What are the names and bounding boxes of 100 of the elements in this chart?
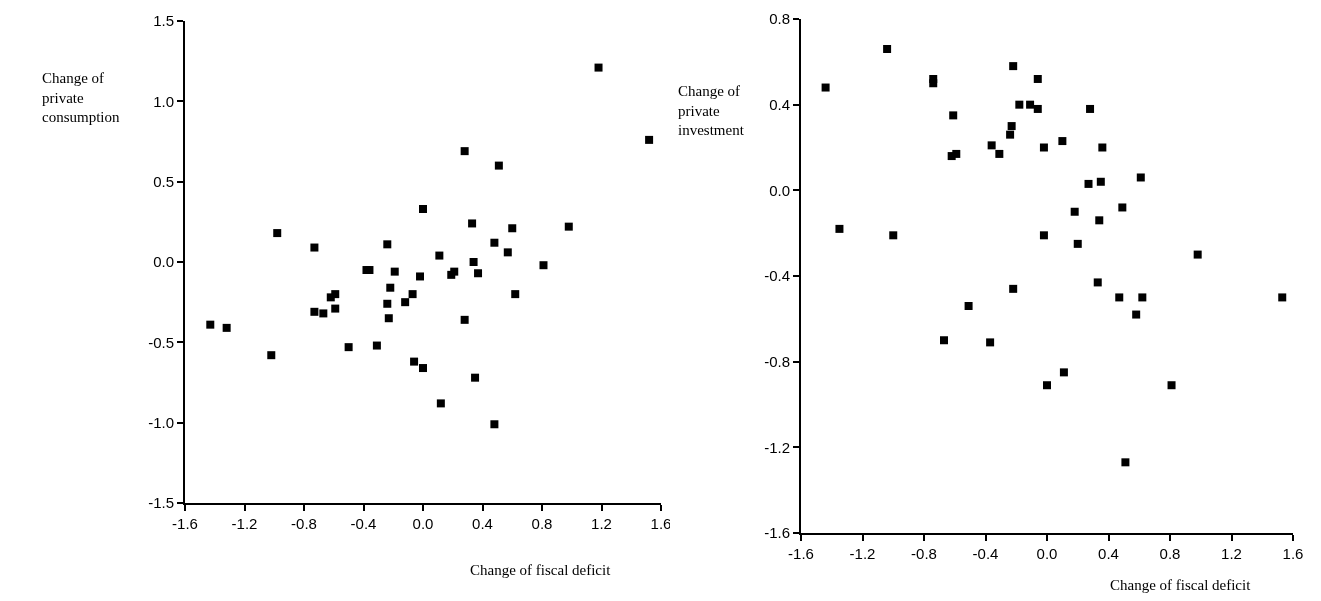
point (645, 135, 654, 144)
x-tick-label: -1.2 (231, 515, 258, 532)
point (952, 149, 961, 158)
point (383, 299, 392, 308)
point (1033, 104, 1042, 113)
y-tick-label: 0.0 (153, 253, 174, 271)
point (1043, 381, 1051, 390)
point (267, 351, 276, 360)
x-tick-label: 0.4 (1098, 545, 1119, 562)
point (490, 238, 499, 247)
y-tick-label: -0.5 (148, 333, 174, 351)
point (1118, 203, 1127, 212)
point (468, 219, 477, 228)
y-tick-label: -1.5 (148, 494, 174, 512)
point (1193, 250, 1202, 259)
point (384, 314, 393, 323)
point (1039, 143, 1048, 152)
point (390, 267, 399, 276)
y-tick-label: 1.0 (153, 92, 174, 110)
point (1059, 368, 1068, 377)
point (1006, 130, 1015, 139)
point (987, 141, 996, 150)
x-tick-label: -0.8 (911, 545, 937, 562)
x-tick-label: 1.6 (1282, 545, 1304, 562)
point (1026, 100, 1035, 109)
point (386, 283, 395, 292)
point (471, 373, 480, 382)
point (508, 224, 517, 233)
point (436, 399, 445, 408)
point (1132, 310, 1141, 319)
point (419, 204, 427, 213)
x-tick-label: 1.2 (591, 515, 612, 532)
point (222, 323, 231, 332)
point (821, 83, 830, 92)
point (494, 161, 503, 170)
point (1093, 278, 1102, 287)
point (416, 272, 425, 281)
point (490, 420, 499, 429)
point (310, 307, 319, 316)
x-tick-label: 0.0 (412, 515, 434, 532)
point (474, 269, 483, 278)
point (460, 315, 469, 324)
point (883, 44, 892, 53)
x-tick-label: 0.0 (1036, 545, 1058, 562)
y-axis-title: Change of private investment (678, 83, 745, 138)
y-tick-label: 0.5 (153, 172, 174, 190)
point (1084, 179, 1093, 188)
point (372, 341, 381, 350)
x-tick-label: -0.4 (972, 545, 999, 562)
x-axis-title: Change of fiscal deficit (1110, 577, 1252, 593)
point (939, 336, 948, 345)
point (1098, 143, 1107, 152)
point (383, 240, 392, 249)
point (1009, 284, 1018, 293)
point (1009, 62, 1018, 71)
point (1015, 100, 1024, 109)
point (964, 301, 973, 310)
point (1115, 293, 1124, 302)
x-tick-label: 1.2 (1221, 545, 1242, 562)
point (469, 258, 478, 266)
point (1086, 104, 1095, 113)
point (1121, 458, 1130, 467)
point (564, 222, 573, 231)
point (319, 309, 328, 318)
x-tick-label: 0.4 (472, 515, 493, 532)
point (401, 298, 410, 307)
point (1096, 177, 1105, 186)
point (331, 304, 340, 313)
point (1058, 137, 1067, 146)
point (594, 63, 603, 72)
x-tick-label: -1.6 (172, 515, 198, 532)
point (460, 147, 469, 156)
point (1278, 293, 1287, 302)
point (986, 338, 995, 347)
x-tick-label: -0.8 (291, 515, 317, 532)
y-tick-label: -1.2 (764, 438, 790, 456)
point (408, 290, 417, 299)
y-tick-label: 0.4 (769, 95, 790, 113)
y-tick-label: 0.0 (769, 181, 790, 199)
point (949, 111, 958, 120)
x-tick-label: -1.2 (849, 545, 876, 562)
point (995, 149, 1004, 158)
y-tick-label: -0.8 (764, 352, 790, 370)
y-tick-label: -1.0 (148, 413, 174, 431)
point (1033, 74, 1042, 83)
point (435, 251, 444, 260)
y-tick-label: 1.5 (153, 12, 174, 30)
point (344, 343, 353, 352)
point (331, 290, 340, 299)
point (889, 231, 898, 240)
point (206, 320, 215, 329)
point (1070, 207, 1079, 216)
point (511, 290, 520, 299)
point (503, 248, 512, 257)
point (410, 357, 419, 366)
point (1167, 381, 1176, 390)
x-tick-label: -0.4 (350, 515, 377, 532)
y-axis-title: Change of private consumption (42, 70, 120, 125)
point (539, 261, 548, 270)
x-axis-title: Change of fiscal deficit (470, 562, 612, 578)
